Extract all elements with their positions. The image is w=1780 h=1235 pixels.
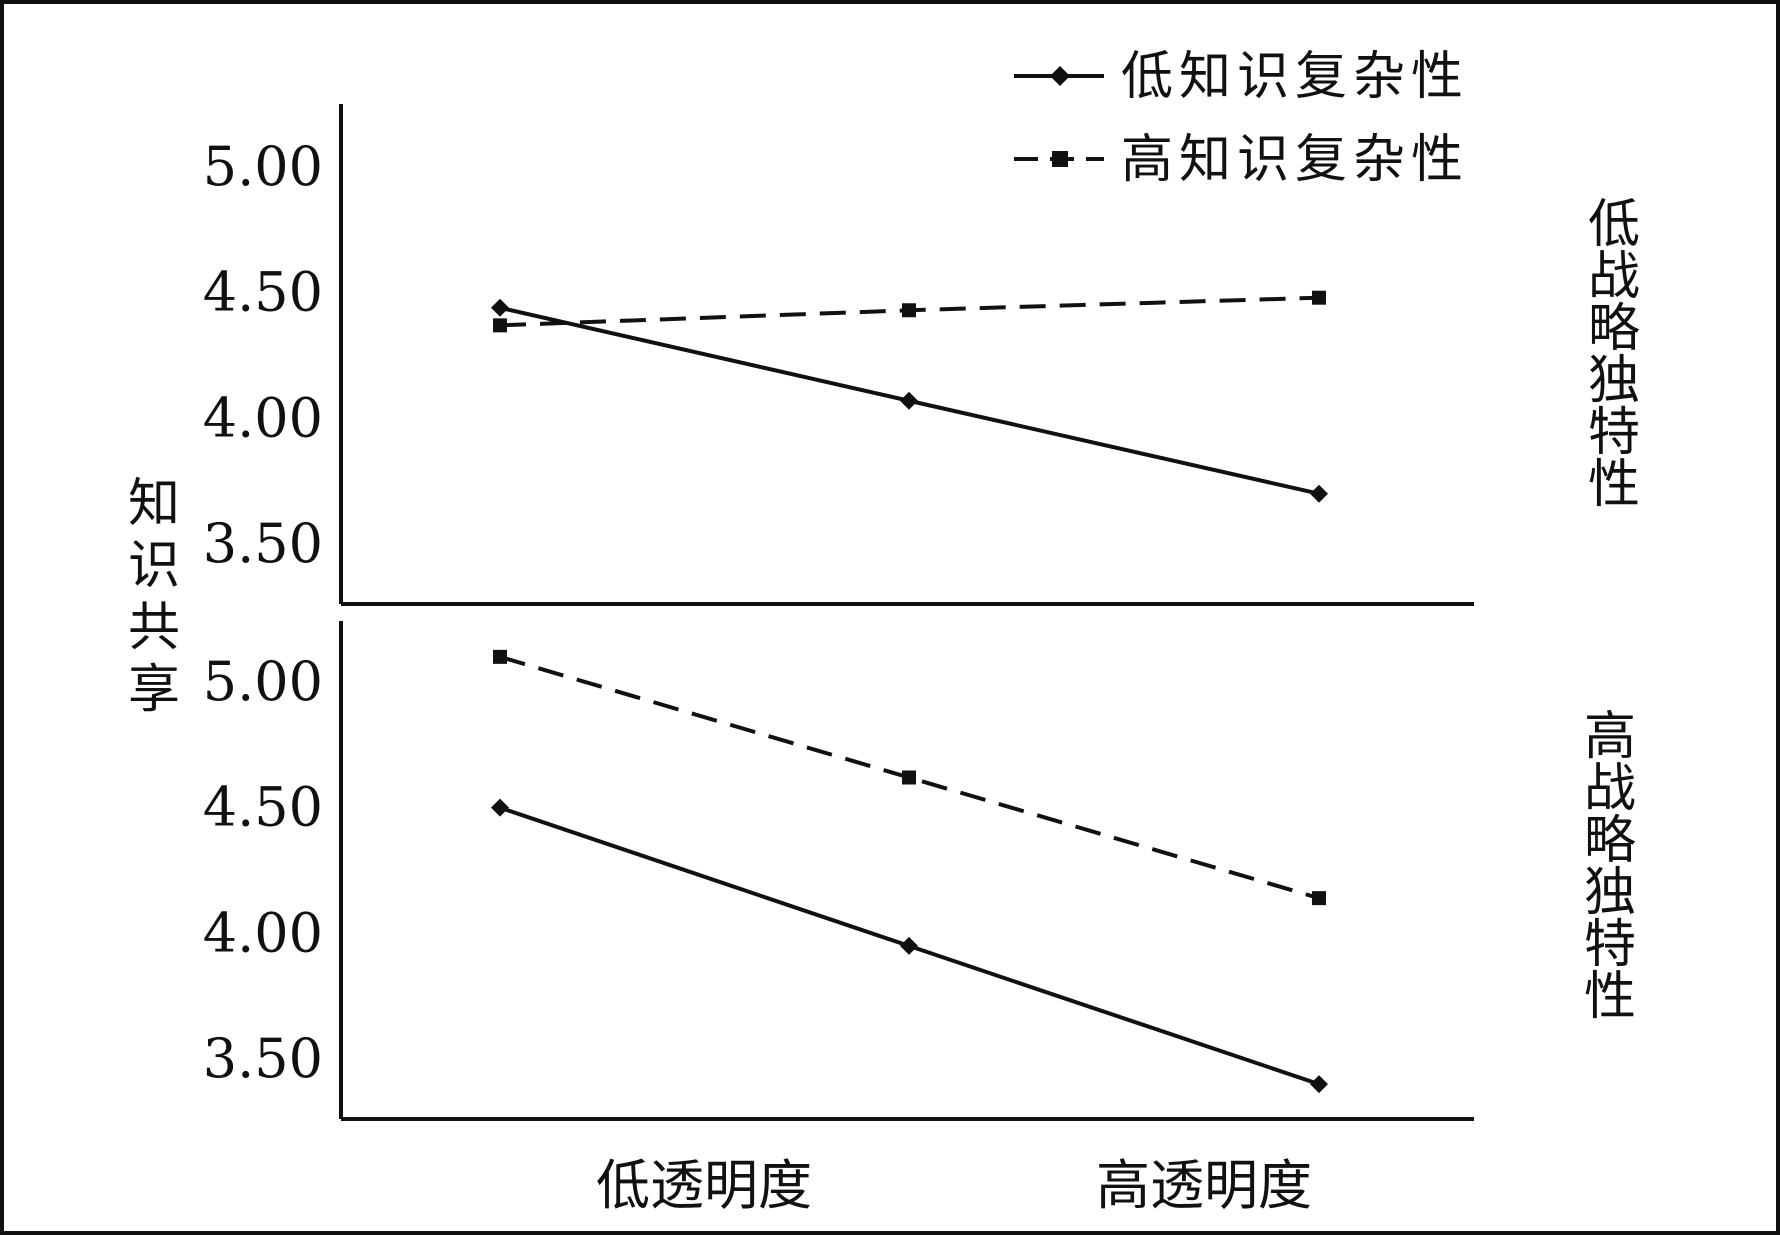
y-tick-label: 4.00: [203, 901, 323, 964]
y-tick-label: 4.50: [203, 261, 323, 324]
y-axis-label-char: 知: [128, 474, 180, 534]
panel-label-char: 略: [1588, 299, 1640, 359]
panel-label-char: 战: [1588, 247, 1640, 307]
data-point-diamond: [491, 298, 509, 317]
panel-label-char: 低: [1588, 195, 1640, 255]
data-point-square: [1312, 290, 1326, 305]
panels-layer: 3.50 4.00 4.50 5.00 3.50 4.00 4.50 5.00: [203, 104, 1474, 1121]
data-point-diamond: [1310, 1075, 1328, 1094]
panel-1: 3.50 4.00 4.50 5.00: [203, 104, 1474, 606]
data-point-diamond: [1310, 484, 1328, 503]
data-point-diamond: [900, 391, 918, 410]
panel-label-char: 高: [1584, 707, 1636, 767]
data-point-square: [902, 770, 916, 785]
data-point-diamond: [900, 936, 918, 955]
y-tick-label: 4.50: [203, 776, 323, 839]
series-line-high-complexity: [499, 654, 1320, 901]
chart-canvas: 3.504.004.505.003.504.004.505.00 低战略独特性高…: [128, 47, 1640, 1217]
panel-2: 3.50 4.00 4.50 5.00: [203, 621, 1474, 1121]
panel-label-char: 性: [1584, 967, 1636, 1027]
y-axis-label-char: 享: [128, 660, 180, 720]
data-point-square: [493, 318, 507, 333]
panel-label-char: 性: [1588, 455, 1640, 515]
panel-label-char: 特: [1588, 403, 1640, 463]
y-tick-label: 5.00: [203, 650, 323, 713]
legend-label: 高知识复杂性: [1121, 130, 1469, 190]
legend-entry: 低知识复杂性: [1014, 47, 1469, 107]
y-tick-label: 5.00: [203, 135, 323, 198]
legend-label: 低知识复杂性: [1121, 47, 1469, 107]
data-point-square: [1312, 891, 1326, 906]
panel-label-char: 独: [1584, 863, 1636, 923]
x-category-label: 低透明度: [596, 1154, 812, 1217]
legend-marker-diamond: [1050, 66, 1070, 86]
panel-label-char: 特: [1584, 915, 1636, 975]
legend-marker-square: [1052, 151, 1068, 167]
y-tick-label: 3.50: [203, 512, 323, 575]
panel-label-char: 独: [1588, 351, 1640, 411]
y-axis-label-char: 共: [128, 598, 180, 658]
data-point-diamond: [491, 798, 509, 817]
panel-label-char: 战: [1584, 759, 1636, 819]
data-point-square: [493, 649, 507, 664]
data-point-square: [902, 303, 916, 318]
y-axis-label-char: 识: [128, 536, 180, 596]
y-tick-label: 4.00: [203, 386, 323, 449]
y-tick-label: 3.50: [203, 1027, 323, 1090]
legend-entry: 高知识复杂性: [1014, 130, 1469, 190]
panel-label-char: 略: [1584, 811, 1636, 871]
x-category-label: 高透明度: [1096, 1154, 1312, 1217]
